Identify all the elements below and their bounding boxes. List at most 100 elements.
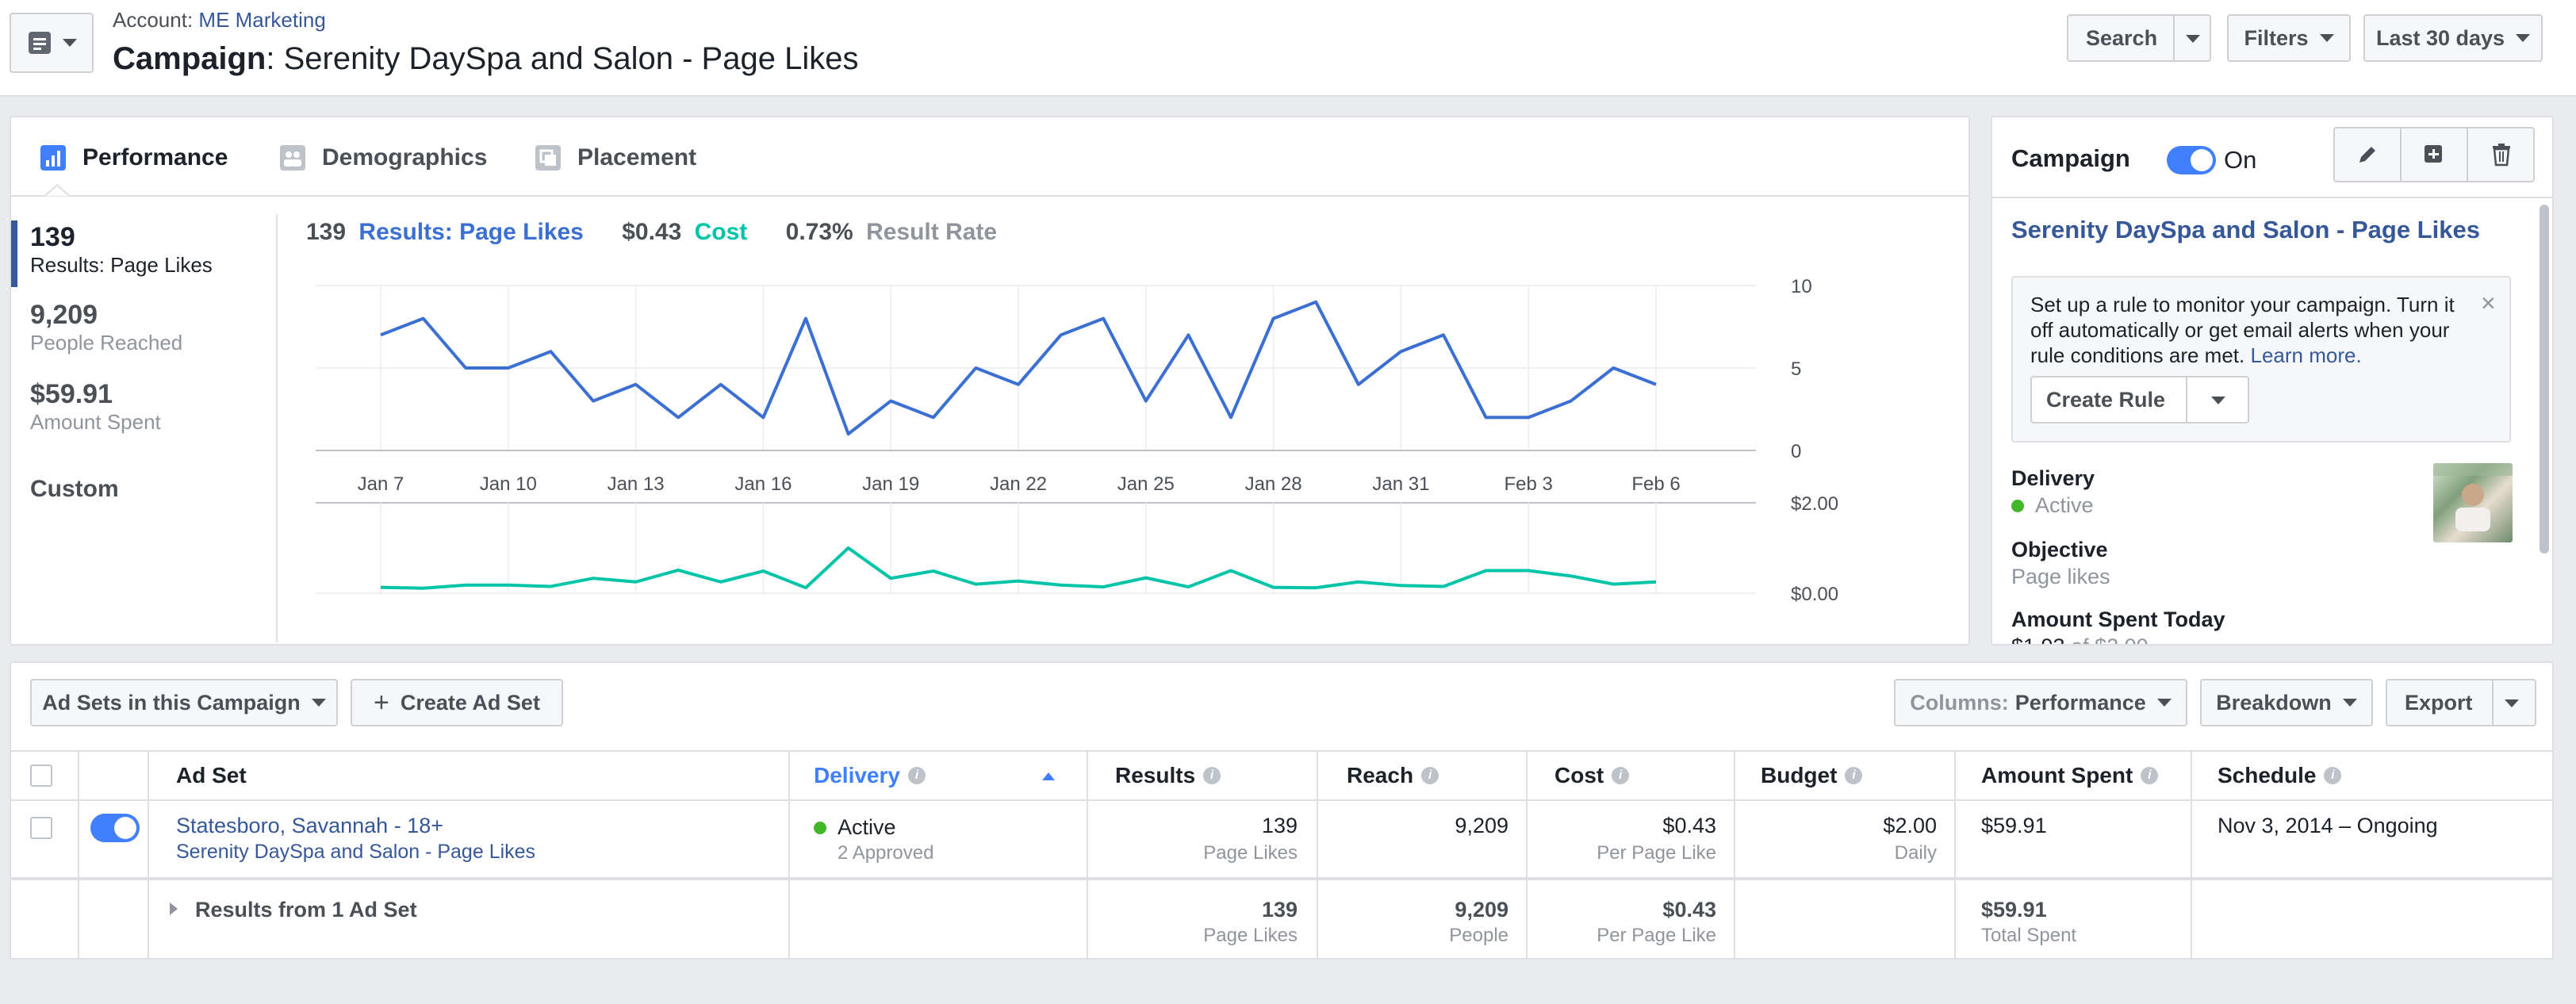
- export-button[interactable]: Export: [2386, 679, 2536, 726]
- custom-metric-link[interactable]: Custom: [30, 476, 119, 502]
- breakdown-label: Breakdown: [2216, 690, 2332, 715]
- create-adset-button[interactable]: + Create Ad Set: [351, 679, 563, 726]
- info-icon[interactable]: i: [2141, 767, 2159, 784]
- totals-reach-sub: People: [1449, 925, 1508, 946]
- chevron-down-icon[interactable]: [2186, 35, 2200, 43]
- info-icon[interactable]: i: [2324, 767, 2342, 784]
- filters-button[interactable]: Filters: [2227, 14, 2351, 62]
- info-icon[interactable]: i: [1612, 767, 1630, 784]
- performance-chart: 10 5 0 Jan 7 Jan 10 Jan 13 Jan 16 Jan 19 Jan 22 J…: [316, 276, 1838, 605]
- x-tick-label: Jan 13: [608, 473, 665, 495]
- campaign-status: On: [2224, 146, 2257, 174]
- breakdown-button[interactable]: Breakdown: [2200, 679, 2373, 726]
- tab-performance-label: Performance: [82, 144, 228, 171]
- summary-rate-label: Result Rate: [866, 219, 998, 245]
- info-icon[interactable]: i: [1845, 767, 1863, 784]
- col-divider: [148, 750, 149, 958]
- col-cost-label: Cost: [1554, 763, 1604, 787]
- expand-caret-icon[interactable]: [170, 902, 178, 915]
- create-rule-button[interactable]: Create Rule: [2030, 376, 2249, 423]
- col-divider: [1526, 750, 1528, 958]
- delivery-value: Active: [2035, 493, 2094, 517]
- adset-toggle[interactable]: [90, 814, 140, 842]
- col-cost[interactable]: Cost i: [1554, 750, 1630, 801]
- delete-button[interactable]: [2468, 128, 2535, 181]
- col-adset[interactable]: Ad Set: [176, 750, 247, 801]
- columns-button[interactable]: Columns: Performance: [1894, 679, 2187, 726]
- search-button[interactable]: Search: [2067, 14, 2211, 62]
- y-tick-label: $2.00: [1791, 493, 1838, 515]
- account-link[interactable]: ME Marketing: [198, 8, 326, 32]
- document-icon: [29, 32, 51, 54]
- delivery-status: Active: [2011, 493, 2094, 518]
- metric-spent-label: Amount Spent: [30, 410, 161, 434]
- y-tick-label: 0: [1791, 441, 1801, 462]
- duplicate-button[interactable]: [2402, 128, 2467, 181]
- table-header-row: [11, 750, 2552, 801]
- people-icon: [280, 145, 305, 171]
- scrollbar[interactable]: [2540, 205, 2549, 554]
- row-checkbox[interactable]: [30, 817, 52, 839]
- metric-results[interactable]: 139 Results: Page Likes: [30, 222, 213, 278]
- adsets-dropdown[interactable]: Ad Sets in this Campaign: [30, 679, 338, 726]
- info-icon[interactable]: i: [907, 767, 926, 784]
- metric-selected-bar: [11, 220, 17, 287]
- row-delivery: Active: [838, 815, 896, 839]
- chart-summary: 139 Results: Page Likes $0.43 Cost 0.73%…: [306, 219, 997, 246]
- spent-today-label: Amount Spent Today: [2011, 607, 2225, 631]
- row-budget: $2.00: [1883, 814, 1937, 837]
- active-tab-pointer-fill: [46, 186, 68, 196]
- totals-cost: $0.43: [1662, 898, 1716, 922]
- tab-demographics-label: Demographics: [322, 144, 488, 171]
- sort-asc-icon[interactable]: [1042, 772, 1055, 780]
- table-row[interactable]: [11, 801, 2552, 880]
- date-range-button[interactable]: Last 30 days: [2363, 14, 2543, 62]
- toggle-knob: [114, 817, 136, 839]
- summary-cost-value: $0.43: [622, 219, 682, 245]
- learn-more-link[interactable]: Learn more.: [2250, 343, 2362, 367]
- x-tick-label: Feb 6: [1631, 473, 1680, 495]
- x-tick-label: Jan 7: [358, 473, 404, 495]
- col-delivery[interactable]: Delivery i: [814, 750, 926, 801]
- adset-name-link[interactable]: Statesboro, Savannah - 18+: [176, 814, 443, 837]
- metric-reach-value: 9,209: [30, 300, 98, 330]
- metric-reach[interactable]: 9,209 People Reached: [30, 300, 182, 355]
- close-icon[interactable]: ×: [2481, 289, 2496, 317]
- chevron-down-icon[interactable]: [2211, 397, 2225, 404]
- metric-results-value: 139: [30, 222, 75, 252]
- col-schedule[interactable]: Schedule i: [2218, 750, 2342, 801]
- adset-campaign-link[interactable]: Serenity DaySpa and Salon - Page Likes: [176, 841, 536, 863]
- ad-preview-thumbnail[interactable]: [2433, 463, 2513, 542]
- summary-rate-value: 0.73%: [785, 219, 853, 245]
- columns-prefix: Columns:: [1910, 690, 2009, 715]
- status-dot: [2011, 499, 2024, 512]
- summary-cost-label: Cost: [694, 219, 748, 245]
- info-icon[interactable]: i: [1203, 767, 1221, 784]
- x-tick-label: Jan 16: [734, 473, 792, 495]
- edit-button[interactable]: [2335, 128, 2400, 181]
- col-divider: [78, 750, 79, 958]
- tab-demographics[interactable]: Demographics: [279, 140, 487, 176]
- spa-image-icon: [2433, 463, 2513, 531]
- create-adset-label: Create Ad Set: [400, 690, 540, 715]
- chevron-down-icon: [63, 39, 77, 47]
- select-all-checkbox[interactable]: [30, 764, 52, 787]
- chevron-down-icon[interactable]: [2505, 699, 2519, 707]
- campaign-name-link[interactable]: Serenity DaySpa and Salon - Page Likes: [2011, 216, 2480, 243]
- metric-results-label: Results: Page Likes: [30, 253, 213, 277]
- account-line: Account: ME Marketing: [113, 8, 326, 33]
- campaign-toggle[interactable]: [2167, 146, 2216, 174]
- col-budget[interactable]: Budget i: [1761, 750, 1863, 801]
- info-icon[interactable]: i: [1421, 767, 1439, 784]
- adsets-dropdown-label: Ad Sets in this Campaign: [42, 690, 301, 715]
- col-results[interactable]: Results i: [1115, 750, 1221, 801]
- tab-placement[interactable]: Placement: [535, 140, 696, 176]
- col-reach[interactable]: Reach i: [1347, 750, 1439, 801]
- date-range-label: Last 30 days: [2375, 25, 2505, 50]
- metric-spent[interactable]: $59.91 Amount Spent: [30, 379, 161, 435]
- tab-performance[interactable]: Performance: [40, 140, 228, 176]
- view-menu-button[interactable]: [10, 13, 94, 73]
- spent-today-of: of $2.00: [2071, 634, 2149, 644]
- col-amount-spent[interactable]: Amount Spent i: [1981, 750, 2159, 801]
- chevron-down-icon: [2319, 34, 2334, 42]
